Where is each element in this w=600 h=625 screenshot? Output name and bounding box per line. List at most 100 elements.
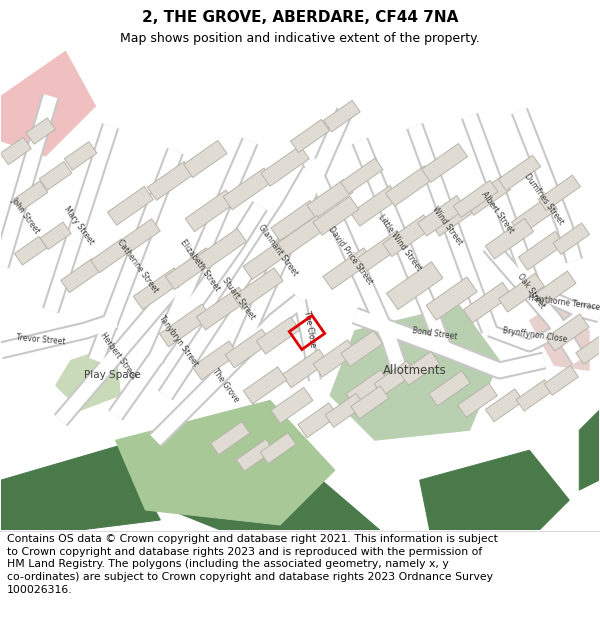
Polygon shape bbox=[313, 196, 359, 235]
Polygon shape bbox=[261, 146, 309, 186]
Polygon shape bbox=[553, 223, 590, 254]
Polygon shape bbox=[544, 366, 578, 395]
Polygon shape bbox=[374, 361, 415, 396]
Polygon shape bbox=[223, 168, 273, 210]
Polygon shape bbox=[386, 262, 443, 309]
Text: Elizabeth Street: Elizabeth Street bbox=[179, 238, 222, 293]
Polygon shape bbox=[341, 158, 383, 194]
Polygon shape bbox=[1, 51, 95, 156]
Polygon shape bbox=[298, 403, 338, 437]
Polygon shape bbox=[538, 175, 580, 211]
Polygon shape bbox=[225, 329, 271, 368]
Text: John Street: John Street bbox=[10, 196, 42, 236]
Polygon shape bbox=[185, 190, 235, 232]
Polygon shape bbox=[485, 389, 523, 422]
Polygon shape bbox=[56, 346, 121, 410]
Polygon shape bbox=[40, 162, 72, 190]
Polygon shape bbox=[535, 271, 576, 306]
Polygon shape bbox=[121, 219, 160, 253]
Polygon shape bbox=[386, 166, 434, 206]
Text: Catherine Street: Catherine Street bbox=[115, 238, 160, 294]
Polygon shape bbox=[429, 371, 470, 406]
Text: Dumfries Street: Dumfries Street bbox=[523, 172, 566, 226]
Polygon shape bbox=[330, 306, 499, 440]
Polygon shape bbox=[26, 118, 55, 144]
Polygon shape bbox=[418, 196, 466, 236]
Text: Play Space: Play Space bbox=[84, 371, 141, 381]
Polygon shape bbox=[358, 231, 406, 271]
Polygon shape bbox=[518, 231, 565, 270]
Polygon shape bbox=[170, 470, 380, 530]
Polygon shape bbox=[61, 259, 100, 292]
Polygon shape bbox=[576, 337, 600, 364]
Polygon shape bbox=[260, 432, 296, 464]
Polygon shape bbox=[325, 393, 365, 428]
Polygon shape bbox=[282, 349, 328, 388]
Polygon shape bbox=[516, 379, 553, 411]
Text: Trevor Street: Trevor Street bbox=[16, 333, 65, 346]
Polygon shape bbox=[290, 119, 329, 152]
Polygon shape bbox=[463, 282, 512, 323]
Polygon shape bbox=[453, 180, 498, 218]
Text: Mary Street: Mary Street bbox=[62, 205, 95, 247]
Polygon shape bbox=[184, 141, 227, 177]
Polygon shape bbox=[107, 186, 154, 225]
Polygon shape bbox=[0, 138, 31, 165]
Polygon shape bbox=[256, 317, 300, 354]
Polygon shape bbox=[485, 219, 533, 259]
Polygon shape bbox=[196, 287, 248, 330]
Text: Herbert Street: Herbert Street bbox=[98, 331, 139, 381]
Polygon shape bbox=[278, 216, 326, 256]
Polygon shape bbox=[211, 422, 250, 455]
Polygon shape bbox=[341, 331, 383, 366]
Polygon shape bbox=[243, 238, 293, 279]
Polygon shape bbox=[64, 142, 97, 170]
Polygon shape bbox=[458, 383, 497, 418]
Polygon shape bbox=[464, 176, 511, 215]
Polygon shape bbox=[307, 179, 353, 218]
Polygon shape bbox=[579, 410, 599, 490]
Text: Little Wind Street: Little Wind Street bbox=[376, 213, 423, 272]
Polygon shape bbox=[400, 351, 440, 386]
Polygon shape bbox=[192, 341, 238, 380]
Text: 2, THE GROVE, ABERDARE, CF44 7NA: 2, THE GROVE, ABERDARE, CF44 7NA bbox=[142, 10, 458, 25]
Polygon shape bbox=[165, 248, 215, 289]
Text: Albert Street: Albert Street bbox=[479, 190, 515, 236]
Text: Bond Street: Bond Street bbox=[412, 326, 458, 341]
Text: Brynffynon Close: Brynffynon Close bbox=[502, 326, 567, 344]
Text: Stuart Street: Stuart Street bbox=[220, 276, 256, 321]
Polygon shape bbox=[148, 161, 193, 201]
Polygon shape bbox=[419, 450, 569, 530]
Polygon shape bbox=[426, 277, 477, 320]
Polygon shape bbox=[14, 181, 48, 211]
Polygon shape bbox=[346, 370, 389, 407]
Polygon shape bbox=[351, 386, 389, 419]
Polygon shape bbox=[233, 268, 283, 309]
Text: David Price Street: David Price Street bbox=[326, 225, 374, 286]
Polygon shape bbox=[1, 445, 160, 530]
Text: Glannant Street: Glannant Street bbox=[256, 223, 299, 278]
Polygon shape bbox=[91, 239, 130, 272]
Polygon shape bbox=[511, 196, 557, 235]
Polygon shape bbox=[160, 304, 211, 347]
Polygon shape bbox=[115, 401, 335, 525]
Text: Map shows position and indicative extent of the property.: Map shows position and indicative extent… bbox=[120, 32, 480, 45]
Polygon shape bbox=[422, 144, 467, 182]
Polygon shape bbox=[430, 196, 479, 236]
Polygon shape bbox=[499, 273, 544, 312]
Text: Contains OS data © Crown copyright and database right 2021. This information is : Contains OS data © Crown copyright and d… bbox=[7, 534, 498, 595]
Polygon shape bbox=[198, 229, 247, 269]
Polygon shape bbox=[350, 186, 399, 226]
Polygon shape bbox=[271, 388, 313, 423]
Polygon shape bbox=[133, 268, 184, 309]
Polygon shape bbox=[40, 222, 71, 249]
Text: Allotments: Allotments bbox=[383, 364, 446, 377]
Polygon shape bbox=[271, 201, 319, 241]
Polygon shape bbox=[14, 236, 47, 265]
Polygon shape bbox=[545, 314, 589, 351]
Polygon shape bbox=[313, 340, 356, 377]
Text: The Close: The Close bbox=[302, 309, 317, 348]
Polygon shape bbox=[323, 101, 360, 132]
Text: Wind Street: Wind Street bbox=[431, 205, 464, 247]
Polygon shape bbox=[383, 215, 433, 257]
